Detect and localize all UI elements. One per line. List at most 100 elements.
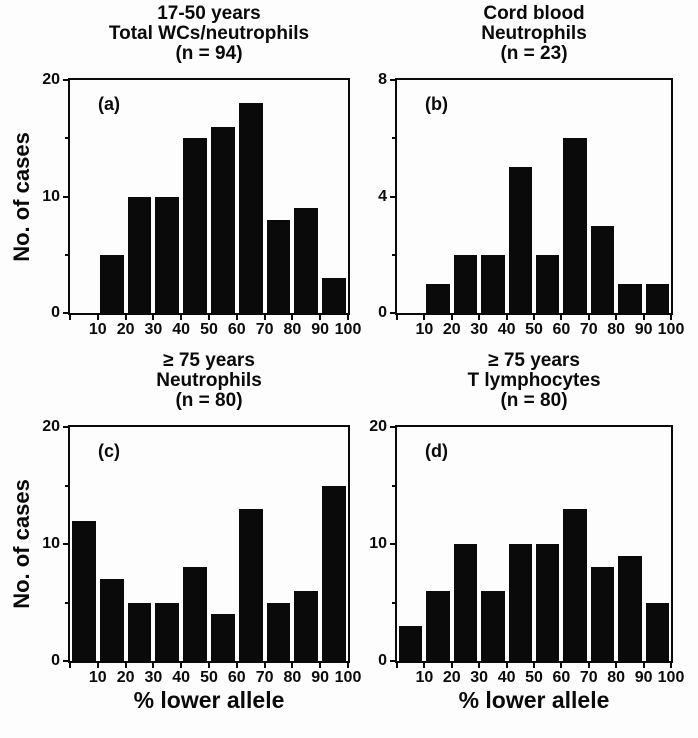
panel-d-title-line2: T lymphocytes (467, 370, 601, 391)
x-tick (642, 313, 645, 320)
x-tick-label: 90 (311, 321, 330, 338)
panel-c-title-line2: Neutrophils (156, 370, 262, 391)
x-tick-label: 70 (579, 321, 598, 338)
x-tick (291, 661, 294, 668)
x-axis-label-right: % lower allele (458, 687, 610, 713)
y-tick-label: 20 (42, 418, 60, 435)
x-tick (560, 661, 563, 668)
x-tick (263, 661, 266, 668)
x-tick-label: 20 (116, 321, 135, 338)
x-axis-label-left: % lower allele (133, 687, 285, 713)
histogram-bar (508, 544, 532, 661)
histogram-bar (294, 590, 319, 661)
histogram-bar (183, 567, 207, 661)
x-tick-label: 70 (255, 669, 274, 686)
y-tick (63, 543, 70, 545)
histogram-bar (322, 485, 346, 661)
x-tick-label: 60 (552, 669, 571, 686)
panel-c-letter: (c) (98, 441, 120, 461)
histogram-bar (294, 208, 319, 313)
x-tick-label: 60 (227, 321, 246, 338)
y-tick-label: 10 (369, 535, 387, 552)
x-tick-label: 40 (497, 669, 516, 686)
x-tick (319, 661, 322, 668)
histogram-bar (155, 602, 180, 661)
panel-a-title-line3: (n = 94) (175, 43, 243, 64)
panel-d-letter: (d) (425, 441, 448, 461)
y-tick (63, 312, 70, 314)
x-tick-label: 60 (227, 669, 246, 686)
histogram-bar (536, 544, 560, 661)
histogram-bar (618, 283, 642, 313)
histogram-bar (266, 602, 291, 661)
panel-c-title-line1: ≥ 75 years (163, 350, 255, 371)
x-tick (69, 313, 71, 320)
y-tick-label: 0 (51, 652, 60, 669)
x-tick-label: 40 (172, 669, 191, 686)
x-tick (423, 313, 426, 320)
x-tick (180, 661, 183, 668)
y-tick (390, 426, 397, 428)
y-minor-tick (392, 601, 397, 604)
histogram-bar (645, 602, 669, 661)
plot-area-b: (b) 10 20 30 40 50 60 70 80 90 100 0 4 8 (378, 72, 684, 338)
x-tick-label: 100 (334, 669, 362, 686)
x-tick (152, 661, 155, 668)
x-tick-label: 20 (442, 669, 461, 686)
x-tick-label: 10 (88, 669, 107, 686)
x-tick (478, 661, 481, 668)
x-tick (533, 661, 535, 668)
histogram-bar (426, 590, 450, 661)
x-tick (587, 661, 590, 668)
histogram-bar (590, 225, 615, 313)
y-tick (63, 426, 70, 428)
x-tick (505, 313, 508, 320)
x-tick-label: 90 (634, 669, 653, 686)
y-tick (63, 79, 70, 81)
histogram-bar (99, 579, 124, 661)
histogram-bar (127, 602, 152, 661)
histogram-bar (590, 567, 615, 661)
x-tick (96, 661, 99, 668)
x-tick-label: 100 (334, 321, 362, 338)
x-tick (423, 661, 426, 668)
y-minor-tick (392, 484, 397, 487)
y-minor-tick (392, 253, 397, 256)
y-tick-label: 10 (42, 187, 60, 205)
panel-a-letter: (a) (98, 94, 120, 114)
histogram-bar (211, 126, 235, 313)
x-tick (533, 313, 535, 320)
x-tick-label: 90 (634, 321, 653, 338)
x-tick (450, 313, 453, 320)
x-tick (208, 661, 210, 668)
histogram-bar (645, 283, 669, 313)
plot-area-c: (c) 10 20 30 40 50 60 70 80 90 100 0 10 20 (42, 419, 361, 686)
histogram-bar (266, 219, 291, 313)
panel-d-title-line3: (n = 80) (500, 390, 568, 411)
panel-b-letter: (b) (425, 94, 448, 114)
histogram-bar (99, 254, 124, 313)
y-tick (63, 660, 70, 662)
y-tick-label: 8 (378, 71, 387, 88)
panel-b-title-line3: (n = 23) (500, 43, 568, 64)
y-tick-label: 20 (42, 71, 60, 88)
histogram-bar (618, 555, 642, 661)
x-tick-label: 20 (116, 669, 135, 686)
x-tick-label: 50 (525, 321, 543, 338)
y-tick (63, 195, 70, 198)
y-minor-tick (65, 137, 70, 140)
histogram-bar (426, 283, 450, 313)
x-tick (615, 661, 618, 668)
x-tick-label: 80 (283, 321, 302, 338)
y-tick-label: 0 (51, 304, 60, 321)
x-tick-label: 80 (607, 321, 626, 338)
histogram-bar (508, 167, 532, 313)
x-tick (347, 661, 349, 668)
x-tick (670, 661, 672, 668)
x-tick (615, 313, 618, 320)
x-tick (96, 313, 99, 320)
histogram-bar (72, 520, 96, 661)
histogram-bar (563, 508, 587, 661)
y-tick-label: 10 (42, 535, 60, 552)
